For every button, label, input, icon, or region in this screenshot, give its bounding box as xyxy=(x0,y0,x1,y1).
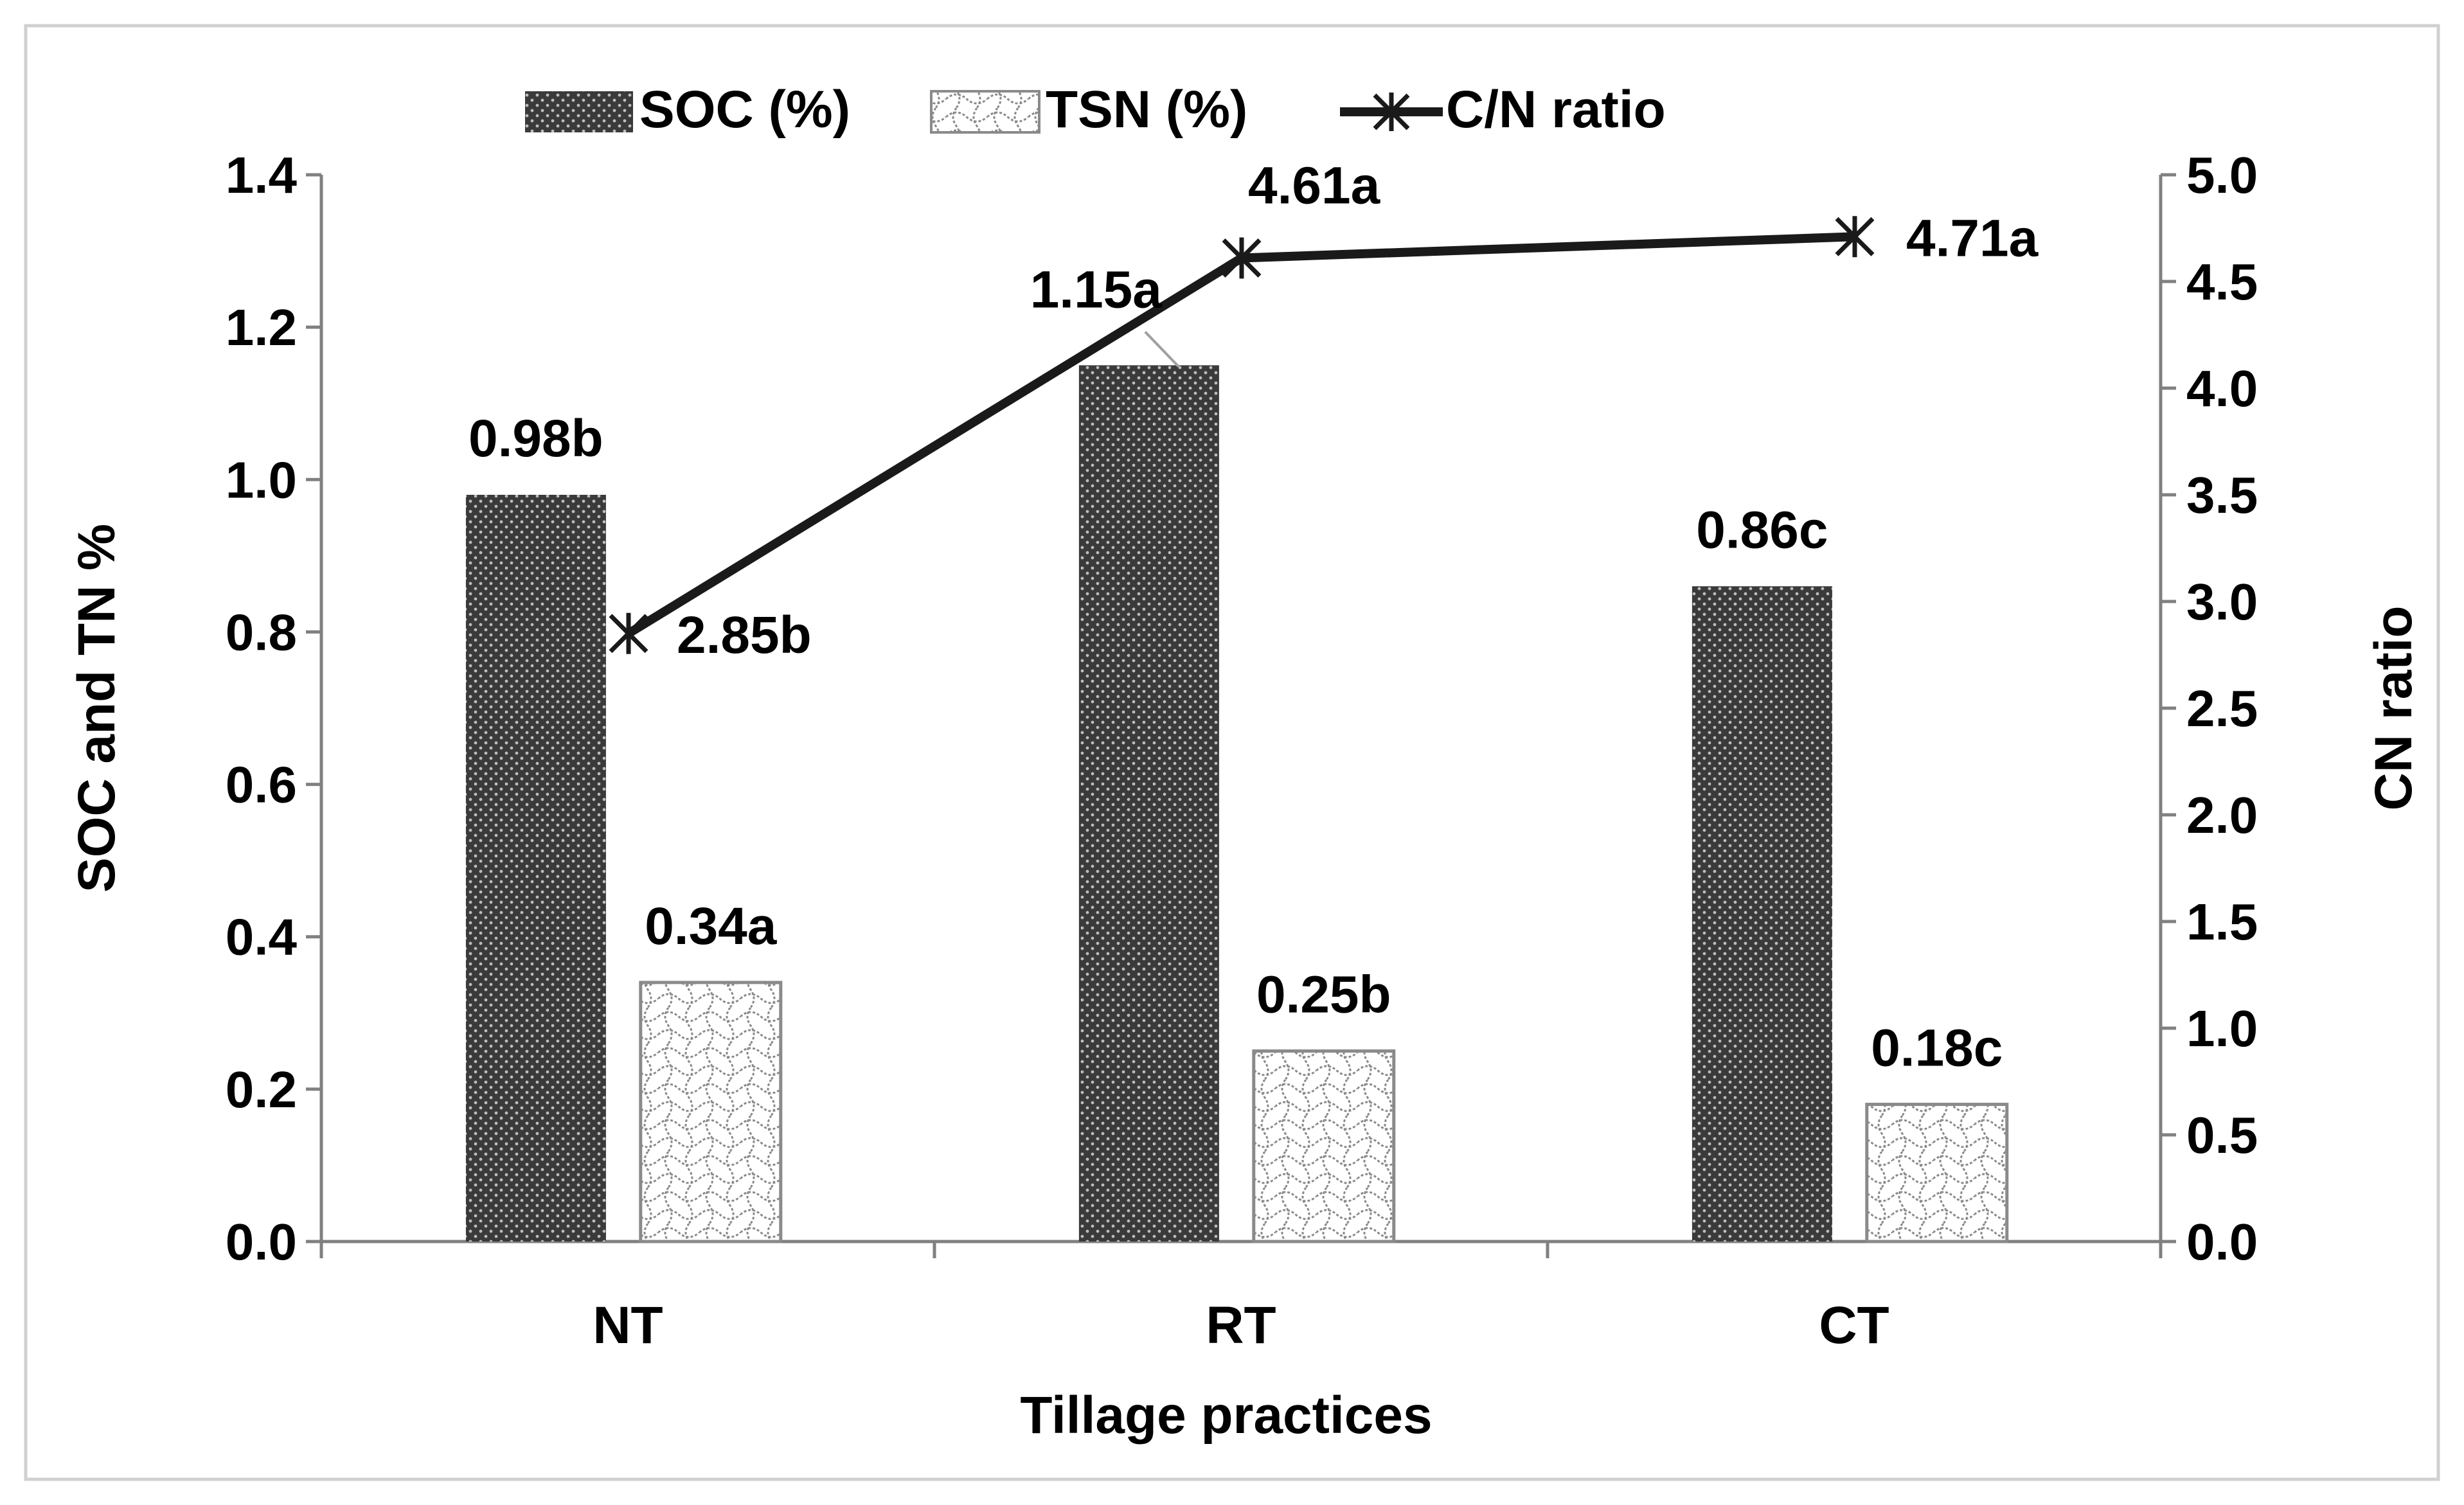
soc-bar xyxy=(1692,586,1832,1242)
tsn-bar-label: 0.18c xyxy=(1871,1019,2003,1078)
soc-bar xyxy=(465,495,606,1242)
right-axis-tick-label: 2.5 xyxy=(2186,680,2258,737)
cn-ratio-series xyxy=(609,216,1875,654)
legend-swatch-tsn xyxy=(930,90,1040,134)
cn-ratio-marker xyxy=(1222,237,1262,279)
left-axis: 0.0 0.2 0.4 0.6 0.8 1.0 1.2 1.4 xyxy=(226,147,323,1270)
right-axis-tick-label: 1.5 xyxy=(2186,893,2258,950)
right-axis-tick-label: 3.0 xyxy=(2186,573,2258,630)
legend-swatch-soc xyxy=(525,91,633,132)
cn-ratio-marker xyxy=(1835,216,1875,258)
cn-ratio-label: 4.71a xyxy=(1906,209,2039,267)
soc-label-leader xyxy=(1144,331,1180,368)
x-axis-tick-label: CT xyxy=(1819,1296,1889,1355)
right-axis-tick-label: 0.0 xyxy=(2186,1213,2258,1270)
chart-frame xyxy=(24,24,2440,1481)
left-axis-tick-label: 0.8 xyxy=(226,603,297,661)
right-axis-tick-label: 3.5 xyxy=(2186,467,2258,524)
tsn-bar-label: 0.34a xyxy=(645,897,778,956)
soc-bar xyxy=(1078,365,1219,1242)
cn-ratio-label: 4.61a xyxy=(1248,156,1381,215)
left-axis-tick-label: 1.4 xyxy=(226,147,298,204)
legend-label-soc: SOC (%) xyxy=(639,80,850,139)
bars xyxy=(465,365,2009,1243)
left-axis-tick-label: 0.0 xyxy=(226,1213,297,1270)
legend-label-cn: C/N ratio xyxy=(1446,80,1666,139)
data-labels: 0.98b 1.15a 0.86c 0.34a 0.25b 0.18c 2.85b 4.61a… xyxy=(469,156,2039,1077)
left-axis-tick-label: 1.0 xyxy=(226,451,297,508)
right-axis-tick-label: 4.0 xyxy=(2186,360,2258,417)
right-axis-tick-label: 2.0 xyxy=(2186,787,2258,844)
left-axis-tick-label: 0.4 xyxy=(226,909,298,966)
cn-ratio-marker xyxy=(609,612,648,654)
left-axis-tick-label: 1.2 xyxy=(226,299,297,356)
legend: SOC (%) TSN (%) C/N ratio xyxy=(525,80,1666,139)
left-axis-tick-label: 0.6 xyxy=(226,756,297,814)
legend-label-tsn: TSN (%) xyxy=(1046,80,1247,139)
right-axis-tick-label: 5.0 xyxy=(2186,147,2258,204)
right-axis-tick-label: 4.5 xyxy=(2186,253,2258,310)
soc-bar-label: 1.15a xyxy=(1030,260,1163,319)
soc-bar-label: 0.86c xyxy=(1696,501,1828,559)
x-axis-tick-label: RT xyxy=(1206,1296,1276,1355)
tsn-bar xyxy=(1865,1103,2009,1243)
x-axis-tick-label: NT xyxy=(593,1296,663,1355)
right-axis-tick-label: 1.0 xyxy=(2186,1000,2258,1057)
tsn-bar xyxy=(639,981,783,1243)
cn-ratio-label: 2.85b xyxy=(677,606,812,664)
x-axis: NT RT CT xyxy=(319,1240,2163,1355)
y-axis-title: SOC and TN % xyxy=(67,524,126,893)
soc-bar-label: 0.98b xyxy=(469,409,603,468)
right-axis-tick-label: 0.5 xyxy=(2186,1107,2258,1164)
left-axis-tick-label: 0.2 xyxy=(226,1061,297,1118)
y2-axis-title: CN ratio xyxy=(2364,606,2423,811)
tsn-bar-label: 0.25b xyxy=(1256,966,1391,1024)
right-axis: 0.0 0.5 1.0 1.5 2.0 2.5 3.0 3.5 4.0 4.5 5.0 xyxy=(2159,147,2258,1270)
legend-marker-cn xyxy=(1373,93,1410,131)
x-axis-title: Tillage practices xyxy=(1020,1386,1432,1445)
tsn-bar xyxy=(1252,1049,1396,1243)
